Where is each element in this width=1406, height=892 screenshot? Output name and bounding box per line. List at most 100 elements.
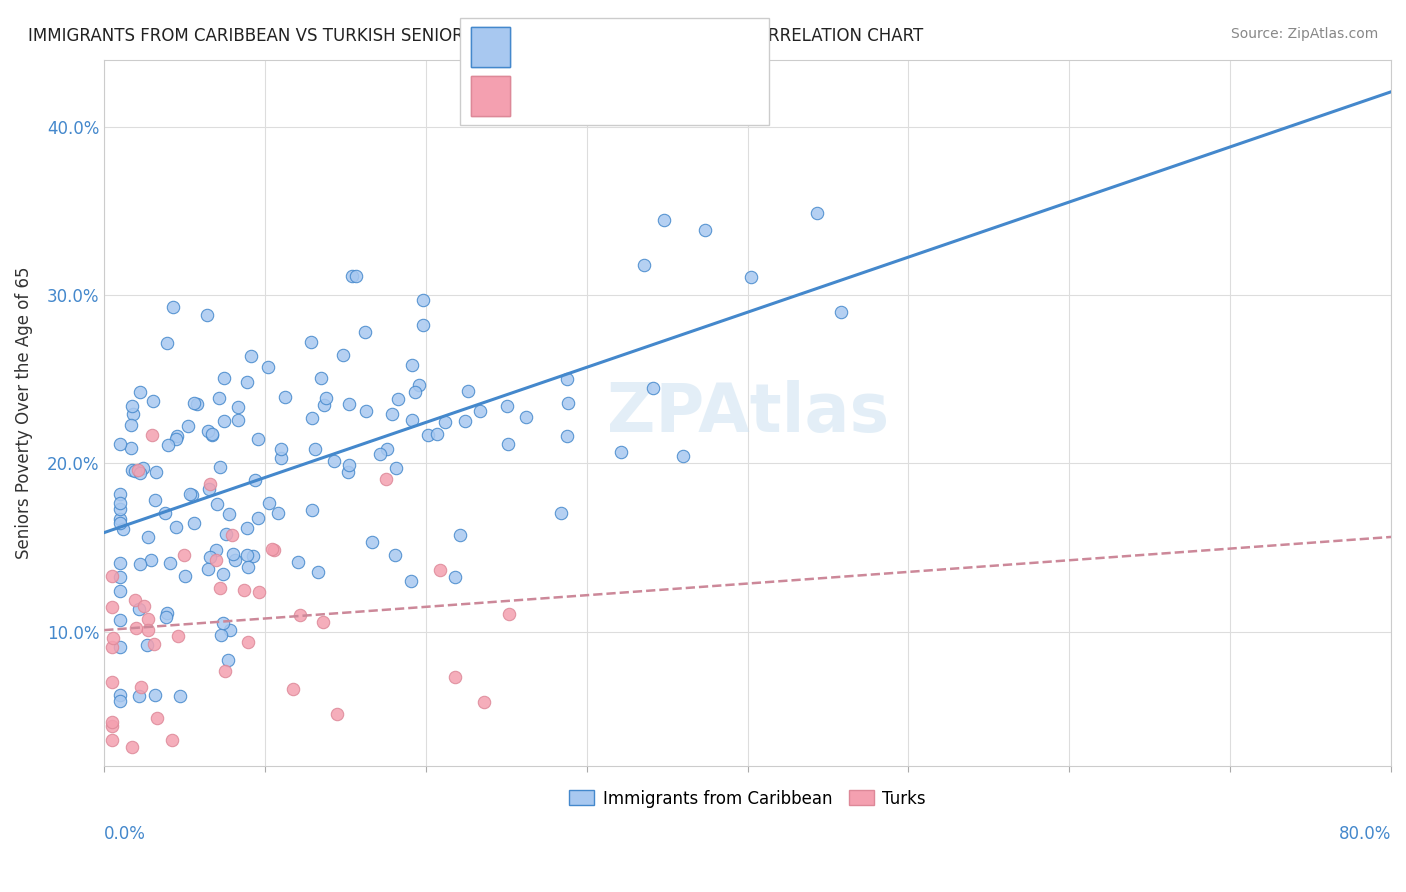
Immigrants from Caribbean: [332, 348, 354, 362]
Turks: [101, 599, 124, 614]
Turks: [374, 472, 396, 486]
Turks: [166, 629, 188, 643]
Immigrants from Caribbean: [401, 359, 423, 373]
Turks: [125, 621, 148, 635]
Immigrants from Caribbean: [381, 408, 404, 422]
Text: IMMIGRANTS FROM CARIBBEAN VS TURKISH SENIORS POVERTY OVER THE AGE OF 65 CORRELAT: IMMIGRANTS FROM CARIBBEAN VS TURKISH SEN…: [28, 27, 924, 45]
Immigrants from Caribbean: [221, 547, 243, 561]
Turks: [444, 670, 467, 684]
Immigrants from Caribbean: [496, 437, 519, 451]
Turks: [101, 640, 124, 655]
Turks: [214, 664, 236, 678]
Immigrants from Caribbean: [247, 511, 270, 525]
Text: 80.0%: 80.0%: [1339, 825, 1391, 843]
Turks: [121, 740, 143, 755]
Immigrants from Caribbean: [110, 640, 132, 654]
Immigrants from Caribbean: [142, 394, 165, 409]
Immigrants from Caribbean: [174, 568, 197, 582]
Immigrants from Caribbean: [155, 609, 177, 624]
Immigrants from Caribbean: [354, 325, 377, 339]
Immigrants from Caribbean: [128, 466, 150, 480]
Immigrants from Caribbean: [121, 399, 143, 413]
Immigrants from Caribbean: [408, 378, 430, 392]
Immigrants from Caribbean: [120, 441, 142, 455]
Turks: [136, 612, 159, 626]
Immigrants from Caribbean: [425, 427, 447, 442]
Immigrants from Caribbean: [209, 627, 232, 641]
Immigrants from Caribbean: [266, 506, 288, 520]
Immigrants from Caribbean: [242, 549, 264, 563]
Immigrants from Caribbean: [129, 385, 152, 400]
Immigrants from Caribbean: [224, 553, 246, 567]
Immigrants from Caribbean: [344, 268, 367, 283]
Immigrants from Caribbean: [610, 445, 633, 459]
Immigrants from Caribbean: [212, 615, 235, 630]
Immigrants from Caribbean: [312, 398, 335, 412]
Turks: [326, 706, 349, 721]
Immigrants from Caribbean: [110, 694, 132, 708]
Immigrants from Caribbean: [385, 460, 408, 475]
Immigrants from Caribbean: [236, 375, 259, 389]
Immigrants from Caribbean: [159, 556, 181, 570]
Immigrants from Caribbean: [197, 562, 219, 576]
Immigrants from Caribbean: [218, 623, 240, 637]
Immigrants from Caribbean: [129, 558, 152, 572]
Turks: [281, 682, 304, 697]
Immigrants from Caribbean: [179, 487, 201, 501]
Immigrants from Caribbean: [226, 400, 249, 414]
Immigrants from Caribbean: [468, 404, 491, 418]
Immigrants from Caribbean: [110, 688, 132, 702]
Immigrants from Caribbean: [110, 516, 132, 530]
Immigrants from Caribbean: [287, 555, 309, 569]
Immigrants from Caribbean: [236, 560, 259, 574]
Turks: [312, 615, 335, 629]
Immigrants from Caribbean: [205, 497, 228, 511]
Immigrants from Caribbean: [301, 503, 323, 517]
Immigrants from Caribbean: [270, 442, 292, 457]
Immigrants from Caribbean: [433, 416, 456, 430]
Immigrants from Caribbean: [555, 429, 578, 443]
Turks: [143, 637, 166, 651]
Immigrants from Caribbean: [169, 689, 191, 703]
Immigrants from Caribbean: [643, 381, 665, 395]
Immigrants from Caribbean: [304, 442, 326, 456]
Immigrants from Caribbean: [110, 437, 132, 451]
Immigrants from Caribbean: [200, 427, 222, 442]
Immigrants from Caribbean: [337, 465, 360, 479]
Immigrants from Caribbean: [404, 384, 426, 399]
Turks: [472, 695, 495, 709]
Turks: [498, 607, 520, 622]
Immigrants from Caribbean: [401, 413, 423, 427]
Immigrants from Caribbean: [339, 458, 361, 472]
Immigrants from Caribbean: [212, 567, 235, 582]
Immigrants from Caribbean: [131, 461, 153, 475]
Immigrants from Caribbean: [550, 506, 572, 520]
Immigrants from Caribbean: [387, 392, 409, 407]
Immigrants from Caribbean: [153, 506, 176, 520]
Immigrants from Caribbean: [323, 453, 346, 467]
Turks: [263, 543, 285, 558]
Immigrants from Caribbean: [143, 493, 166, 508]
Immigrants from Caribbean: [183, 396, 205, 410]
Immigrants from Caribbean: [143, 688, 166, 702]
Immigrants from Caribbean: [139, 553, 162, 567]
Immigrants from Caribbean: [444, 570, 467, 584]
Immigrants from Caribbean: [155, 335, 177, 350]
Text: R = 0.216   N = 41: R = 0.216 N = 41: [517, 87, 688, 105]
Turks: [129, 680, 152, 694]
Immigrants from Caribbean: [212, 370, 235, 384]
Turks: [138, 624, 160, 638]
Immigrants from Caribbean: [274, 390, 297, 404]
Immigrants from Caribbean: [354, 404, 377, 418]
Immigrants from Caribbean: [240, 349, 263, 363]
Turks: [173, 548, 195, 562]
Turks: [247, 585, 270, 599]
Immigrants from Caribbean: [110, 512, 132, 526]
Immigrants from Caribbean: [495, 399, 517, 413]
Immigrants from Caribbean: [412, 318, 434, 333]
Immigrants from Caribbean: [198, 549, 221, 564]
Immigrants from Caribbean: [236, 548, 259, 562]
Immigrants from Caribbean: [259, 496, 281, 510]
Turks: [288, 608, 311, 623]
Immigrants from Caribbean: [110, 570, 132, 584]
